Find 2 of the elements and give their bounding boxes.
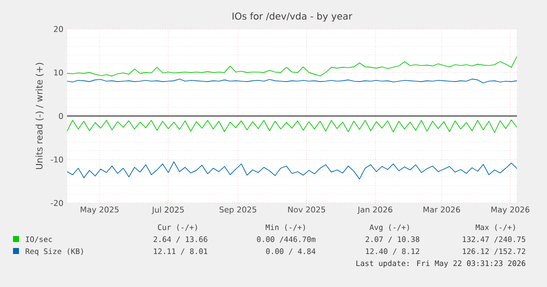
chart-title: IOs for /dev/vda - by year <box>232 12 352 22</box>
y-axis-title: Units read (-) / write (+) <box>36 62 44 170</box>
